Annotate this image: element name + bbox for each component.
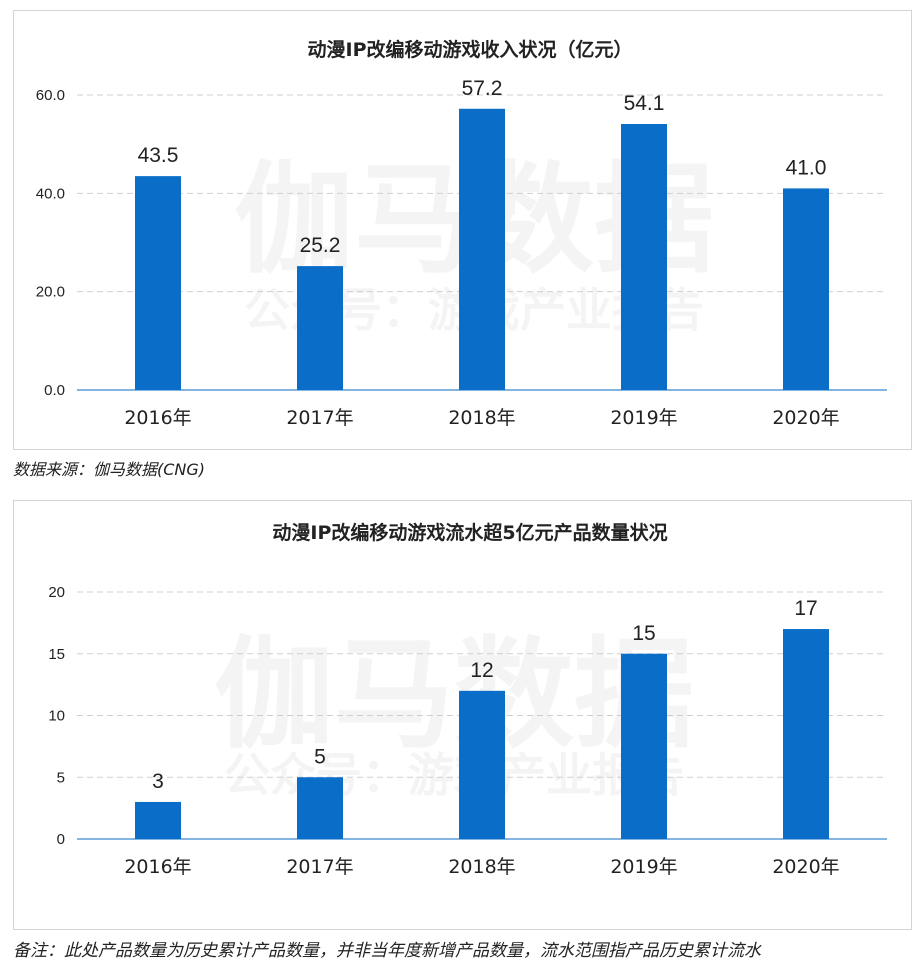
chart-title: 动漫IP改编移动游戏收入状况（亿元） xyxy=(308,38,633,61)
bar xyxy=(621,124,667,390)
x-tick-label: 2018年 xyxy=(448,856,515,878)
chart-title: 动漫IP改编移动游戏流水超5亿元产品数量状况 xyxy=(272,521,667,544)
bar xyxy=(621,653,667,839)
y-tick-label: 20 xyxy=(48,584,65,601)
data-label: 25.2 xyxy=(300,234,341,257)
bar xyxy=(459,690,505,839)
y-tick-label: 10 xyxy=(48,708,65,725)
product-count-chart-panel: 伽马数据 公众号：游戏产业报告 动漫IP改编移动游戏流水超5亿元产品数量状况 0 5 10… xyxy=(13,500,912,930)
data-label: 43.5 xyxy=(138,144,179,167)
y-tick-label: 0 xyxy=(57,831,65,848)
data-label: 17 xyxy=(794,597,817,620)
data-label: 57.2 xyxy=(462,77,503,100)
bar xyxy=(783,188,829,390)
bar xyxy=(135,801,181,839)
revenue-chart-panel: 伽马数据公众号：游戏产业报告动漫IP改编移动游戏收入状况（亿元）0.020.04… xyxy=(13,10,912,450)
data-label: 3 xyxy=(152,770,164,793)
x-tick-label: 2016年 xyxy=(124,856,191,878)
x-tick-label: 2019年 xyxy=(610,407,677,429)
x-tick-label: 2017年 xyxy=(286,856,353,878)
y-tick-label: 20.0 xyxy=(36,284,65,301)
x-tick-label: 2018年 xyxy=(448,407,515,429)
source-note: 数据来源：伽马数据(CNG) xyxy=(13,460,206,479)
data-label: 5 xyxy=(314,745,326,768)
data-label: 12 xyxy=(470,659,493,682)
x-tick-label: 2020年 xyxy=(772,407,839,429)
data-label: 15 xyxy=(632,622,655,645)
bar xyxy=(297,777,343,839)
x-tick-label: 2019年 xyxy=(610,856,677,878)
y-tick-label: 0.0 xyxy=(44,382,65,399)
bar xyxy=(297,266,343,390)
watermark-sub: 公众号：游戏产业报告 xyxy=(224,748,684,802)
data-label: 41.0 xyxy=(786,156,827,179)
bar xyxy=(135,176,181,390)
data-label: 54.1 xyxy=(624,92,665,115)
y-tick-label: 40.0 xyxy=(36,185,65,202)
x-tick-label: 2020年 xyxy=(772,856,839,878)
revenue-chart: 伽马数据公众号：游戏产业报告动漫IP改编移动游戏收入状况（亿元）0.020.04… xyxy=(36,38,887,429)
bar xyxy=(459,108,505,391)
footer-note: 备注：此处产品数量为历史累计产品数量，并非当年度新增产品数量，流水范围指产品历史… xyxy=(13,941,761,961)
watermark-main: 伽马数据 xyxy=(214,626,694,765)
x-tick-label: 2016年 xyxy=(124,407,191,429)
y-tick-label: 15 xyxy=(48,646,65,663)
bar xyxy=(783,629,829,839)
y-tick-label: 60.0 xyxy=(36,87,65,104)
y-tick-label: 5 xyxy=(57,769,65,786)
x-tick-label: 2017年 xyxy=(286,407,353,429)
